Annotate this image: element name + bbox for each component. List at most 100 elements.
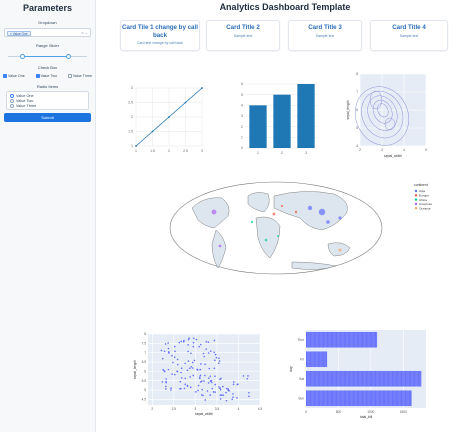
radio-value-three[interactable]: Value Three: [10, 103, 85, 108]
radio-items-label: Radio Items: [36, 84, 59, 89]
checkbox-value-three[interactable]: Value Three: [67, 74, 92, 78]
x-tick-label: 0: [305, 410, 307, 414]
scatter-point: [179, 380, 182, 383]
scatter-point: [203, 355, 205, 358]
checkbox-checked-icon[interactable]: [35, 74, 40, 78]
y-tick-label: 7: [144, 351, 146, 355]
scatter-point: [192, 345, 195, 348]
scatter-point: [236, 397, 238, 399]
bar: [297, 84, 315, 148]
scatter-point: [220, 377, 222, 380]
y-tick-label: 5: [241, 93, 243, 97]
y-tick-label: 3: [241, 114, 243, 118]
slider-track[interactable]: [22, 55, 69, 57]
checkbox-value-one[interactable]: Value One: [3, 74, 25, 78]
x-tick-label: 1: [135, 149, 137, 153]
slider-handle-low[interactable]: [20, 53, 26, 59]
scatter-point: [174, 373, 176, 376]
checkbox-label: Value One: [8, 74, 25, 78]
y-tick-label: 3: [131, 86, 133, 90]
chevron-down-icon[interactable]: × ⌄: [81, 30, 88, 35]
horizontal-bar-chart: 0 500 1000 1500 Thur Fri Sat Sun total_bill day: [289, 330, 426, 419]
card-2: Card Title 2 Sample text: [206, 20, 280, 51]
scatter-point: [167, 342, 169, 344]
scatter-point: [213, 367, 216, 370]
scatter-point: [220, 394, 223, 396]
scatter-point: [242, 375, 245, 377]
x-axis-label: total_bill: [360, 415, 373, 419]
scatter-point: [219, 388, 222, 391]
x-tick-label: 3: [201, 149, 203, 153]
plot-background: [148, 334, 260, 405]
scatter-point: [184, 362, 186, 365]
map-bubble: [277, 235, 279, 237]
checkbox-unchecked-icon[interactable]: [67, 74, 72, 78]
scatter-point: [167, 347, 170, 350]
legend-item: Asia: [419, 189, 425, 193]
map-bubble: [250, 220, 254, 224]
checkbox-value-two[interactable]: Value Two: [35, 74, 57, 78]
scatter-point: [172, 361, 174, 364]
scatter-point: [196, 369, 199, 371]
scatter-point: [188, 337, 190, 340]
bar: [306, 370, 422, 387]
scatter-point: [187, 360, 190, 362]
dropdown-select[interactable]: × Value One × ⌄: [4, 28, 91, 37]
contour-line: [369, 90, 383, 110]
x-tick-label: 2.5: [172, 407, 177, 411]
legend-marker: [414, 207, 418, 210]
radio-unselected-icon[interactable]: [10, 98, 14, 103]
y-tick-label: Fri: [300, 357, 304, 361]
dropdown-selected-tag[interactable]: × Value One: [7, 30, 31, 36]
slider-handle-high[interactable]: [65, 53, 71, 59]
dropdown-label: Dropdown: [38, 20, 57, 25]
sidebar: Parameters Dropdown × Value One × ⌄ Rang…: [0, 0, 96, 432]
radio-unselected-icon[interactable]: [10, 103, 14, 108]
bar: [306, 351, 328, 368]
scatter-point: [192, 374, 195, 377]
scatter-point: [222, 385, 224, 388]
scatter-point: [167, 368, 170, 371]
scatter-point: [176, 370, 179, 373]
scatter-point: [202, 394, 204, 397]
scatter-point: [187, 344, 189, 346]
scatter-point: [203, 380, 205, 382]
y-tick-label: 1.5: [128, 130, 133, 134]
scatter-point: [184, 377, 187, 380]
map-bubble: [318, 208, 326, 216]
scatter-point: [199, 374, 202, 377]
scatter-point: [217, 362, 220, 364]
scatter-point: [182, 340, 185, 343]
y-axis-label: day: [289, 366, 293, 372]
scatter-point: [202, 352, 205, 355]
scatter-point: [207, 377, 210, 379]
scatter-chart: 2 2.5 3 3.5 4 4.5 4.5 5 5.5 6 6.5 7 7.5 8 sepal_width s…: [133, 332, 262, 416]
scatter-point: [225, 387, 228, 390]
scatter-point: [214, 353, 217, 356]
scatter-point: [201, 388, 203, 391]
main-content: Analytics Dashboard Template Card Tile 1…: [96, 0, 474, 432]
card-3: Card Title 3 Sample text: [288, 20, 362, 51]
submit-button[interactable]: Submit: [4, 113, 91, 122]
scatter-point: [176, 358, 179, 361]
scatter-point: [218, 360, 221, 362]
y-tick-label: 5: [356, 126, 358, 130]
checkbox-checked-icon[interactable]: [3, 74, 7, 78]
scatter-point: [205, 348, 207, 350]
card-text: Card text change by call back: [137, 41, 183, 45]
range-slider[interactable]: [6, 53, 89, 59]
scatter-point: [161, 381, 164, 383]
scatter-point: [170, 389, 172, 391]
legend-item: Europe: [419, 194, 429, 198]
radio-value-one[interactable]: Value One: [10, 93, 85, 98]
scatter-point: [206, 390, 209, 392]
continent-shape: [255, 216, 281, 259]
card-text: Sample text: [233, 33, 253, 38]
scatter-point: [214, 383, 217, 386]
radio-value-two[interactable]: Value Two: [10, 98, 85, 103]
scatter-point: [204, 399, 207, 401]
scatter-point: [191, 367, 194, 369]
scatter-point: [187, 338, 190, 341]
radio-selected-icon[interactable]: [10, 93, 14, 98]
